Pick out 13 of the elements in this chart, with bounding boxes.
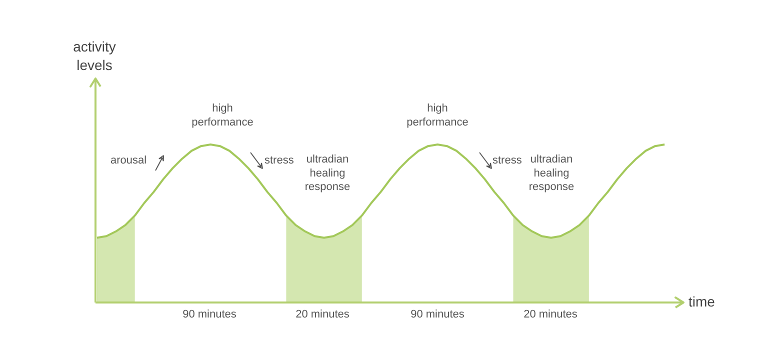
text: 90 minutes [410,308,465,320]
text: 20 minutes [524,308,578,320]
text: 90 minutes [182,308,237,320]
text: activity levels [73,38,116,73]
annotation: ultradian healing response [304,154,350,194]
text: high performance [406,102,468,128]
text: 20 minutes [296,308,350,320]
annotation: ultradian healing response [528,154,574,194]
text: high performance [192,102,254,128]
annotation: stress [264,154,294,166]
x-axis-title: time [688,294,716,310]
annotation: arousal [110,154,147,166]
annotation: stress [492,154,522,166]
